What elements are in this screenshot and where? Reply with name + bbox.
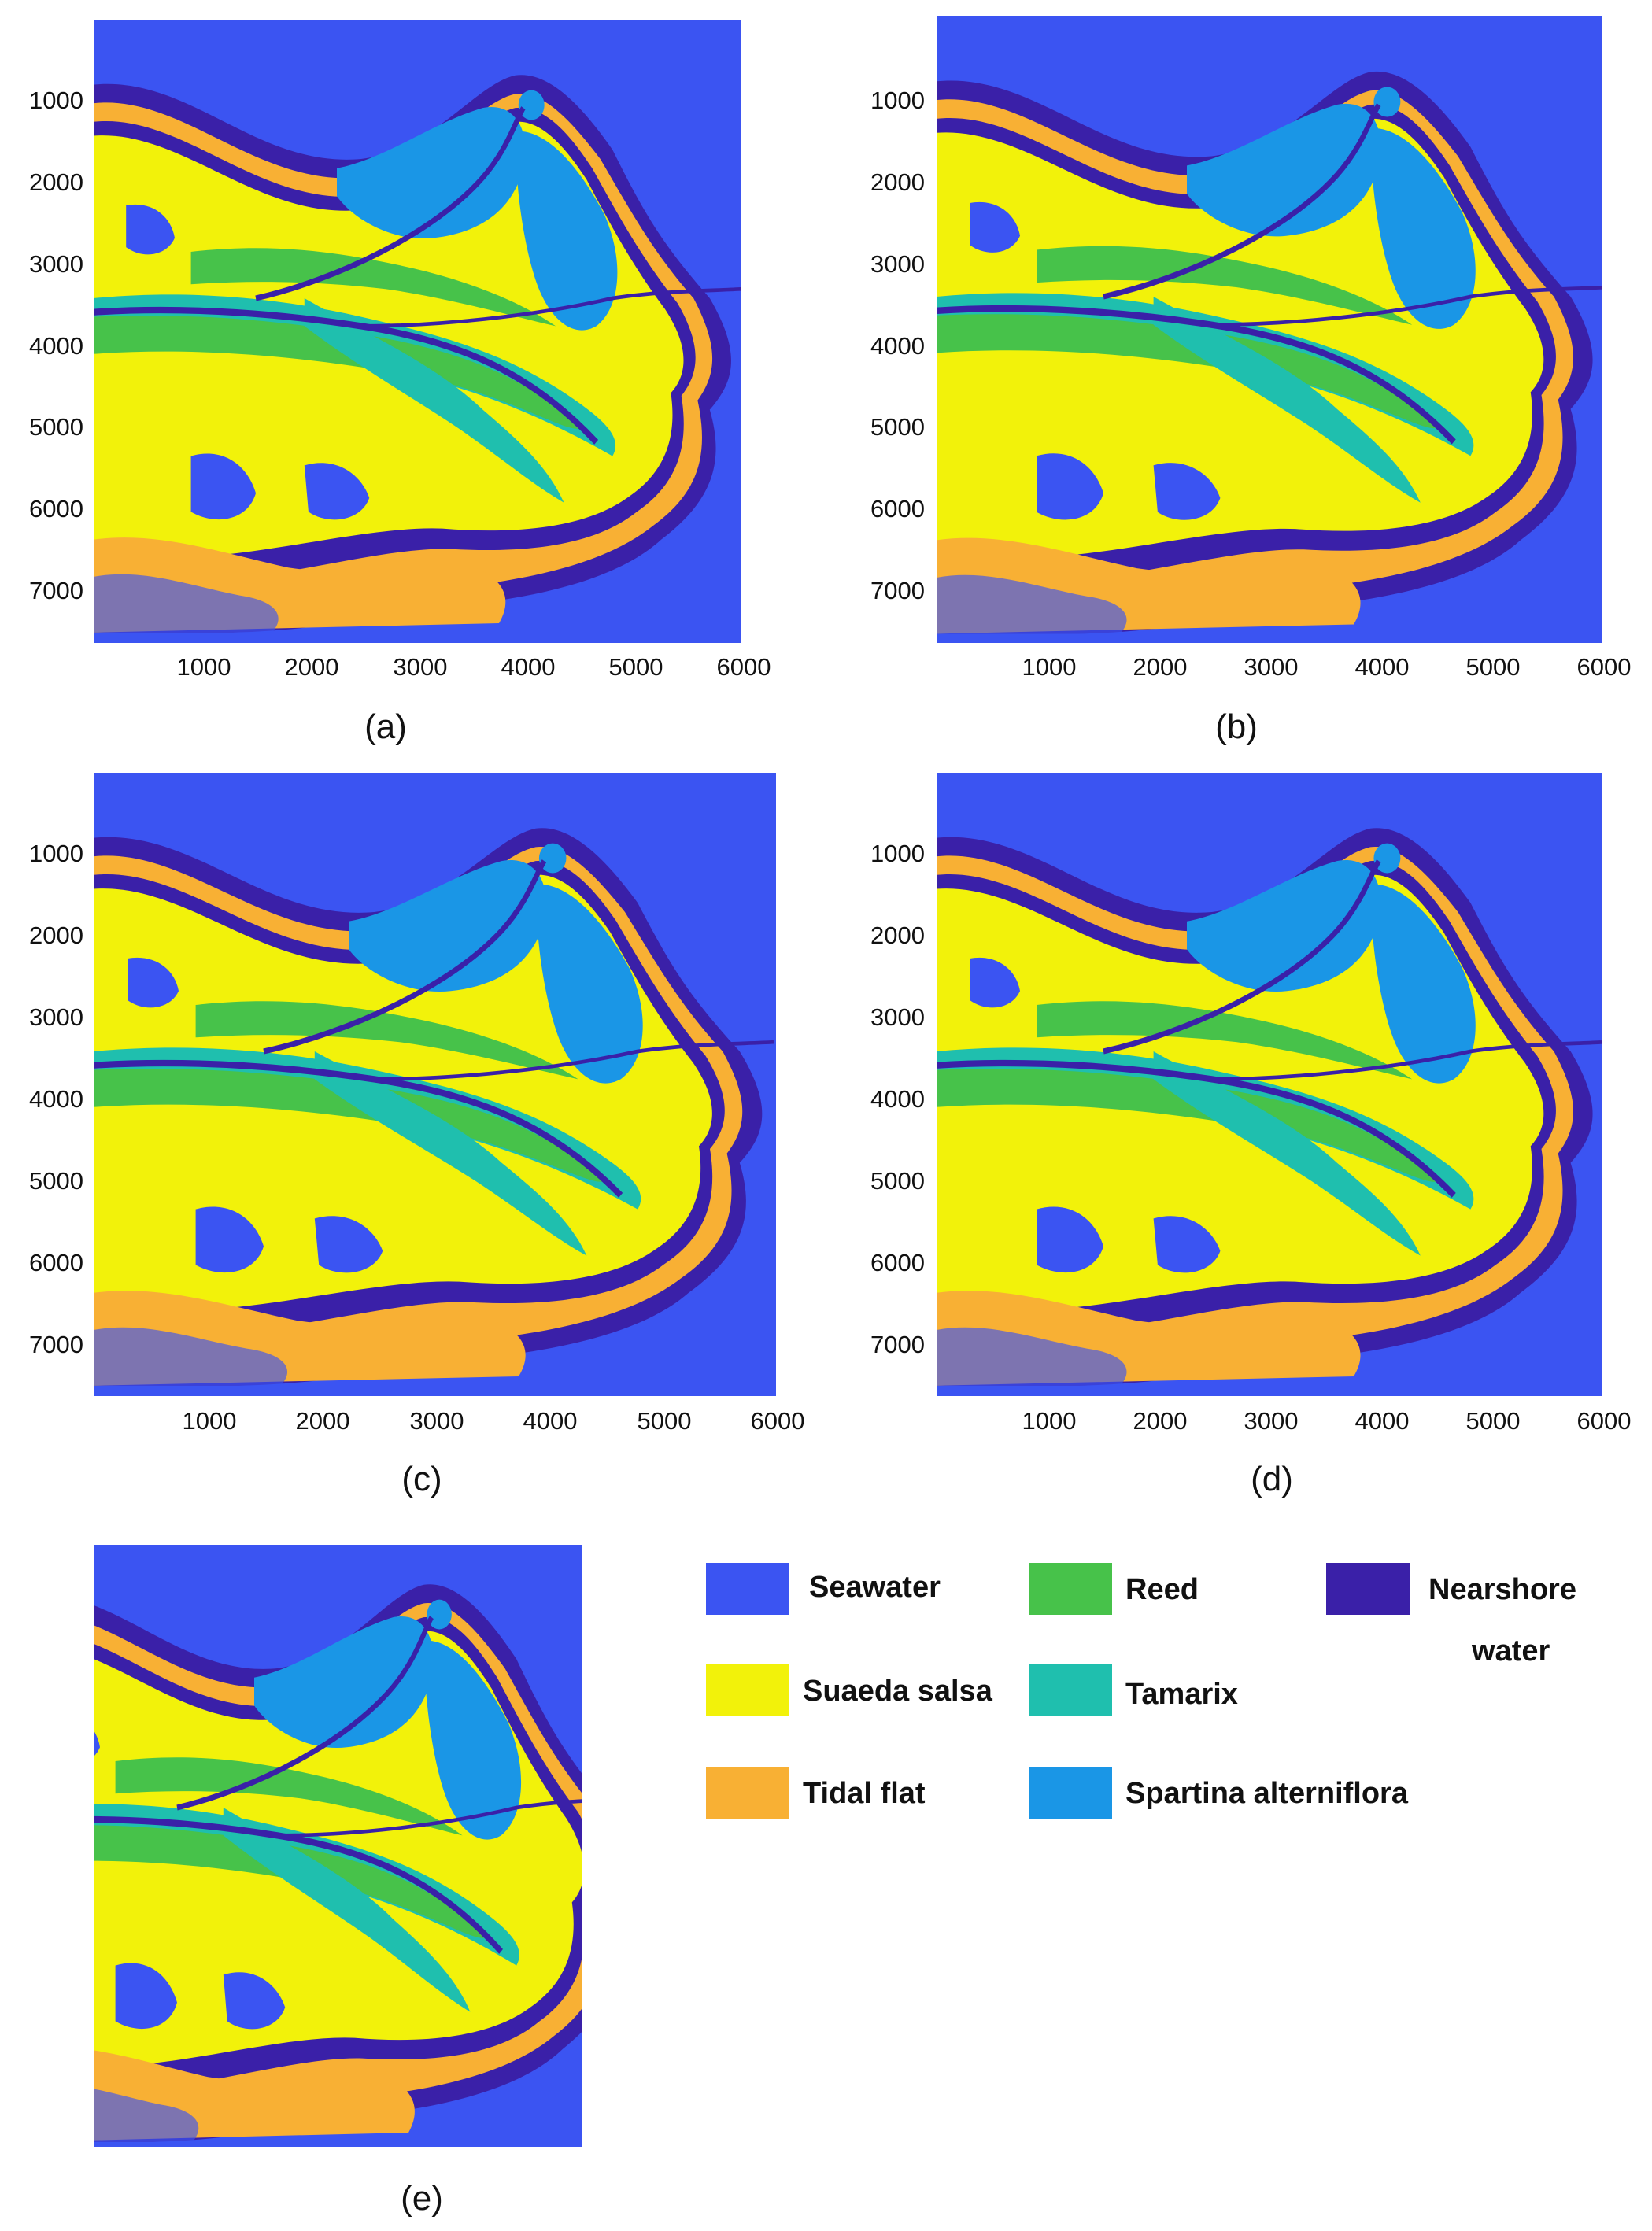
legend-label: Nearshore bbox=[1428, 1573, 1576, 1606]
x-tick-label: 5000 bbox=[637, 1407, 692, 1435]
y-tick-label: 2000 bbox=[870, 922, 925, 949]
x-tick-label: 2000 bbox=[1133, 1407, 1188, 1435]
y-tick-label: 6000 bbox=[29, 1249, 83, 1276]
x-tick-label: 4000 bbox=[523, 1407, 578, 1435]
y-tick-label: 6000 bbox=[870, 495, 925, 523]
y-tick-label: 5000 bbox=[29, 413, 83, 441]
x-tick-label: 6000 bbox=[716, 653, 771, 681]
y-tick-label: 6000 bbox=[29, 495, 83, 523]
panel-label: (e) bbox=[401, 2179, 443, 2218]
legend-label: water bbox=[1472, 1634, 1550, 1668]
x-tick-label: 6000 bbox=[1576, 1407, 1632, 1435]
y-tick-label: 1000 bbox=[870, 840, 925, 867]
x-tick-label: 1000 bbox=[176, 653, 231, 681]
x-tick-label: 3000 bbox=[1244, 653, 1299, 681]
x-tick-label: 2000 bbox=[295, 1407, 350, 1435]
y-tick-label: 2000 bbox=[29, 922, 83, 949]
legend-label: Reed bbox=[1125, 1573, 1199, 1606]
y-tick-label: 7000 bbox=[870, 577, 925, 604]
legend-label: Spartina alterniflora bbox=[1125, 1777, 1408, 1810]
legend-swatch bbox=[706, 1767, 789, 1819]
x-tick-label: 4000 bbox=[1354, 1407, 1410, 1435]
y-tick-label: 3000 bbox=[870, 1003, 925, 1031]
legend-swatch bbox=[1029, 1767, 1112, 1819]
classification-map-e bbox=[94, 1545, 582, 2147]
y-tick-label: 6000 bbox=[870, 1249, 925, 1276]
y-tick-label: 5000 bbox=[29, 1167, 83, 1195]
panel-label: (c) bbox=[401, 1460, 442, 1498]
classification-map-c bbox=[94, 773, 776, 1396]
legend-label: Seawater bbox=[809, 1571, 941, 1604]
x-tick-label: 1000 bbox=[182, 1407, 237, 1435]
x-tick-label: 3000 bbox=[409, 1407, 464, 1435]
y-tick-label: 3000 bbox=[29, 1003, 83, 1031]
x-tick-label: 4000 bbox=[501, 653, 556, 681]
y-tick-label: 7000 bbox=[29, 1331, 83, 1358]
x-tick-label: 6000 bbox=[750, 1407, 805, 1435]
y-tick-label: 7000 bbox=[29, 577, 83, 604]
x-tick-label: 2000 bbox=[284, 653, 339, 681]
y-tick-label: 2000 bbox=[29, 168, 83, 196]
y-tick-label: 7000 bbox=[870, 1331, 925, 1358]
x-tick-label: 2000 bbox=[1133, 653, 1188, 681]
x-tick-label: 1000 bbox=[1022, 653, 1077, 681]
y-tick-label: 4000 bbox=[870, 1085, 925, 1113]
legend-swatch bbox=[1029, 1664, 1112, 1716]
y-tick-label: 3000 bbox=[870, 250, 925, 278]
y-tick-label: 4000 bbox=[29, 1085, 83, 1113]
x-tick-label: 6000 bbox=[1576, 653, 1632, 681]
legend-swatch bbox=[1029, 1563, 1112, 1615]
x-tick-label: 5000 bbox=[1465, 1407, 1521, 1435]
y-tick-label: 1000 bbox=[29, 840, 83, 867]
y-tick-label: 5000 bbox=[870, 1167, 925, 1195]
x-tick-label: 5000 bbox=[608, 653, 663, 681]
legend: Seawater Reed Nearshore water Suaeda sal… bbox=[700, 1550, 1606, 1849]
legend-swatch bbox=[706, 1664, 789, 1716]
y-tick-label: 1000 bbox=[870, 87, 925, 114]
classification-map-a bbox=[94, 20, 741, 643]
classification-map-d bbox=[937, 773, 1602, 1396]
panel-label: (b) bbox=[1215, 707, 1258, 746]
y-tick-label: 4000 bbox=[870, 332, 925, 360]
x-tick-label: 3000 bbox=[1244, 1407, 1299, 1435]
legend-swatch bbox=[706, 1563, 789, 1615]
panel-label: (a) bbox=[364, 707, 407, 746]
x-tick-label: 3000 bbox=[393, 653, 448, 681]
y-tick-label: 2000 bbox=[870, 168, 925, 196]
y-tick-label: 4000 bbox=[29, 332, 83, 360]
x-tick-label: 4000 bbox=[1354, 653, 1410, 681]
legend-label: Tidal flat bbox=[803, 1777, 926, 1810]
panel-label: (d) bbox=[1251, 1460, 1293, 1498]
legend-label: Suaeda salsa bbox=[803, 1675, 992, 1708]
y-tick-label: 3000 bbox=[29, 250, 83, 278]
legend-label: Tamarix bbox=[1125, 1678, 1238, 1711]
y-tick-label: 5000 bbox=[870, 413, 925, 441]
legend-swatch bbox=[1326, 1563, 1410, 1615]
x-tick-label: 1000 bbox=[1022, 1407, 1077, 1435]
x-tick-label: 5000 bbox=[1465, 653, 1521, 681]
y-tick-label: 1000 bbox=[29, 87, 83, 114]
classification-map-b bbox=[937, 16, 1602, 643]
